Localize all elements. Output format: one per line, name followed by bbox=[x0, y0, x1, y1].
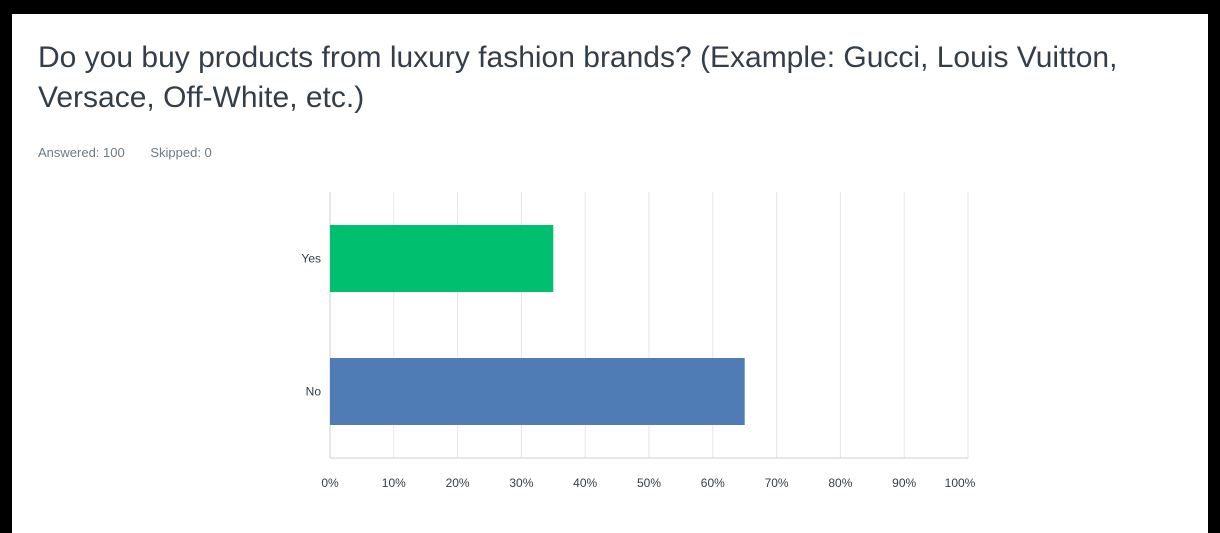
x-tick-label: 90% bbox=[892, 476, 916, 490]
bar-no bbox=[330, 358, 745, 425]
x-tick-label: 40% bbox=[573, 476, 597, 490]
bar-yes bbox=[330, 225, 554, 292]
x-tick-label: 30% bbox=[509, 476, 533, 490]
bars bbox=[330, 225, 745, 425]
x-tick-label: 50% bbox=[637, 476, 661, 490]
x-tick-label: 100% bbox=[945, 476, 976, 490]
x-tick-label: 80% bbox=[828, 476, 852, 490]
question-title: Do you buy products from luxury fashion … bbox=[38, 41, 1118, 114]
category-labels: Yes No bbox=[301, 252, 321, 399]
x-axis-ticks: 0% 10% 20% 30% 40% 50% 60% 70% 80% 90% 100% bbox=[321, 476, 975, 490]
category-label-yes: Yes bbox=[301, 252, 321, 266]
x-tick-label: 20% bbox=[446, 476, 470, 490]
x-tick-label: 60% bbox=[701, 476, 725, 490]
category-label-no: No bbox=[306, 385, 322, 399]
x-tick-label: 10% bbox=[382, 476, 406, 490]
answered-count: Answered: 100 bbox=[38, 145, 125, 160]
x-tick-label: 70% bbox=[765, 476, 789, 490]
skipped-count: Skipped: 0 bbox=[150, 145, 212, 160]
response-stats: Answered: 100 Skipped: 0 bbox=[38, 145, 234, 160]
x-tick-label: 0% bbox=[321, 476, 339, 490]
